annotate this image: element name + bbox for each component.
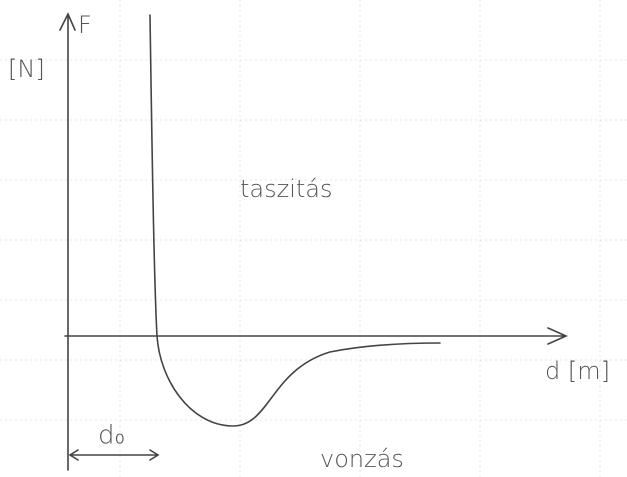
x-label: d [m]	[545, 357, 610, 385]
y-unit: [N]	[8, 55, 45, 83]
d0-arrow	[68, 449, 160, 461]
y-label: F	[78, 11, 92, 39]
distance-label: d₀	[98, 421, 125, 451]
y-axis	[59, 12, 76, 471]
attraction-label: vonzás	[320, 445, 404, 473]
repulsion-label: taszitás	[240, 175, 333, 203]
force-curve	[149, 14, 441, 427]
x-axis	[64, 327, 568, 345]
